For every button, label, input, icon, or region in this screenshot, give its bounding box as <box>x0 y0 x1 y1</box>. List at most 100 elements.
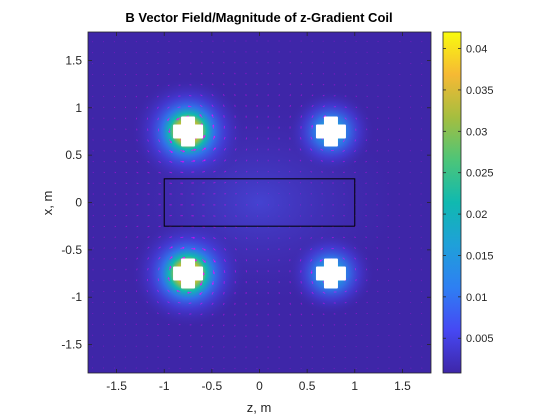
vector-arrow <box>147 246 150 249</box>
vector-arrow <box>146 290 148 293</box>
vector-arrow <box>311 83 314 86</box>
vector-arrow <box>322 105 326 108</box>
vector-arrow <box>320 160 324 162</box>
vector-arrow <box>222 83 225 86</box>
vector-arrow <box>222 93 225 97</box>
vector-arrow-head <box>167 119 170 122</box>
vector-arrow <box>311 72 314 75</box>
vector-arrow <box>114 247 117 249</box>
vector-arrow <box>299 148 302 151</box>
vector-arrow-head <box>170 246 174 249</box>
vector-arrow-head <box>203 147 207 150</box>
vector-arrow <box>409 247 411 249</box>
vector-arrow <box>92 160 94 163</box>
vector-arrow <box>157 117 159 121</box>
y-tick-label: 1 <box>75 101 82 115</box>
vector-arrow <box>354 236 356 238</box>
vector-arrow <box>224 170 227 173</box>
coil-wire-core <box>178 121 199 142</box>
vector-arrow <box>245 237 248 240</box>
vector-arrow <box>300 324 303 327</box>
vector-arrow <box>289 226 291 228</box>
vector-arrow <box>234 237 237 240</box>
vector-arrow <box>223 270 226 274</box>
vector-arrow <box>311 335 314 337</box>
vector-arrow <box>235 215 237 217</box>
vector-arrow <box>235 181 237 184</box>
vector-arrow <box>125 257 127 260</box>
vector-arrow-head <box>169 141 172 144</box>
vector-arrow <box>234 335 236 337</box>
vector-arrow <box>200 313 203 316</box>
vector-arrow <box>398 150 400 152</box>
vector-arrow <box>146 106 148 109</box>
vector-arrow <box>366 301 368 304</box>
vector-arrow <box>158 246 161 249</box>
x-tick-label: -1 <box>159 379 170 393</box>
vector-arrow <box>278 204 280 206</box>
vector-arrow <box>234 51 236 53</box>
x-tick-label: -1.5 <box>106 379 127 393</box>
vector-arrow <box>146 62 148 65</box>
vector-arrow <box>157 323 159 326</box>
vector-arrow <box>113 52 116 54</box>
vector-arrow <box>211 72 214 75</box>
vector-arrow <box>320 237 324 239</box>
vector-arrow <box>245 215 248 217</box>
vector-arrow <box>234 137 237 140</box>
vector-arrow <box>377 301 379 304</box>
vector-arrow-head <box>167 276 170 280</box>
vector-arrow <box>409 160 411 163</box>
vector-arrow <box>322 40 324 42</box>
vector-arrow <box>289 104 291 107</box>
vector-arrow <box>200 324 203 326</box>
vector-arrow <box>300 313 303 316</box>
vector-arrow <box>102 367 105 369</box>
vector-arrow <box>300 302 303 305</box>
vector-arrow <box>157 84 159 87</box>
vector-arrow <box>158 139 161 143</box>
vector-arrow <box>322 324 325 326</box>
vector-arrow <box>377 312 379 315</box>
x-tick-label: -0.5 <box>202 379 223 393</box>
vector-arrow <box>289 83 291 86</box>
vector-arrow <box>125 225 128 228</box>
vector-arrow <box>399 323 401 326</box>
vector-arrow <box>410 73 412 76</box>
vector-arrow <box>300 62 302 64</box>
vector-arrow <box>169 171 173 174</box>
vector-arrow <box>289 170 291 173</box>
vector-arrow <box>355 106 358 109</box>
vector-arrow <box>234 226 237 228</box>
vector-arrow <box>223 237 227 240</box>
vector-arrow <box>289 313 291 316</box>
vector-arrow <box>234 83 236 86</box>
vector-arrow <box>256 237 259 240</box>
vector-arrow <box>212 51 214 53</box>
vector-arrow <box>398 247 400 249</box>
vector-arrow <box>213 237 216 240</box>
vector-arrow-head <box>193 247 196 250</box>
vector-arrow <box>320 248 324 250</box>
vector-arrow <box>200 94 203 97</box>
vector-arrow <box>420 160 422 163</box>
vector-arrow <box>388 84 390 86</box>
vector-arrow <box>136 171 139 174</box>
vector-arrow-head <box>213 135 216 138</box>
vector-arrow <box>322 367 324 370</box>
vector-arrow-head <box>214 147 216 150</box>
vector-arrow <box>125 236 128 238</box>
vector-arrow <box>376 160 378 163</box>
vector-arrow <box>299 170 302 173</box>
vector-arrow-head <box>212 124 215 127</box>
vector-arrow <box>310 226 313 228</box>
vector-arrow <box>213 182 216 184</box>
vector-arrow <box>177 301 181 304</box>
vector-arrow <box>223 248 227 251</box>
vector-arrow <box>300 94 303 97</box>
vector-arrow <box>146 95 148 98</box>
vector-arrow <box>256 170 259 173</box>
vector-arrow <box>311 313 314 316</box>
y-tick-label: 0.5 <box>65 148 82 162</box>
vector-arrow-head <box>213 260 216 263</box>
